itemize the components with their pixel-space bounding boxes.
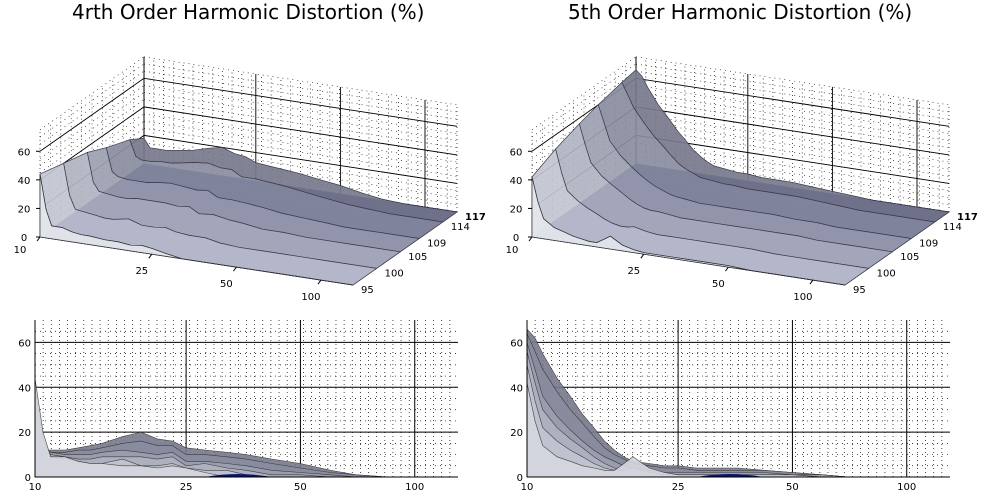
- y-tick-label: 60: [510, 338, 523, 349]
- level-tick-label: 109: [919, 239, 938, 250]
- level-tick-label: 95: [853, 285, 866, 296]
- z-tick-label: 20: [510, 204, 523, 215]
- front-view-4th-order: 0 20 40 60 10 25 50 100: [18, 320, 458, 493]
- grid-minor-side: [39, 113, 145, 188]
- x-tick-label: 25: [135, 266, 148, 277]
- x-tick-label: 10: [14, 245, 27, 256]
- level-tick-label: 117: [465, 212, 486, 223]
- grid-minor-side: [531, 70, 637, 145]
- x-tick-label: 100: [301, 292, 320, 303]
- x-tick-label: 50: [712, 279, 725, 290]
- level-tick-label: 117: [957, 212, 978, 223]
- x-tick-label: 10: [521, 482, 534, 493]
- z-tick-label: 40: [18, 176, 31, 187]
- x-tick-label: 100: [405, 482, 424, 493]
- y-tick-label: 40: [18, 383, 31, 394]
- x-tick-label: 10: [506, 245, 519, 256]
- grid-minor-side: [531, 63, 637, 138]
- level-tick-label: 95: [361, 285, 374, 296]
- x-tick-label: 25: [627, 266, 640, 277]
- level-tick-label: 109: [427, 239, 446, 250]
- y-tick-label: 0: [517, 473, 523, 484]
- grid-minor-side: [39, 63, 145, 138]
- level-tick-label: 105: [408, 252, 427, 263]
- area-floor: [696, 474, 764, 477]
- x-tick: [528, 236, 533, 242]
- z-tick-label: 0: [21, 233, 27, 244]
- surface-front-edge: [531, 176, 846, 286]
- area-series-105: [526, 351, 950, 478]
- x-tick-label: 100: [897, 482, 916, 493]
- grid-minor-side: [39, 56, 145, 131]
- z-tick-label: 40: [510, 176, 523, 187]
- level-tick-label: 100: [385, 268, 404, 279]
- level-tick-label: 114: [943, 222, 962, 233]
- area-floor: [204, 474, 272, 477]
- x-tick: [148, 253, 153, 259]
- level-tick-label: 114: [451, 222, 470, 233]
- x-tick-label: 10: [29, 482, 42, 493]
- x-tick: [36, 236, 41, 242]
- level-tick-label: 100: [877, 268, 896, 279]
- x-tick-label: 50: [220, 279, 233, 290]
- front-view-5th-order: 0 20 40 60 10 25 50 100: [510, 320, 950, 493]
- y-tick-label: 40: [510, 383, 523, 394]
- level-tick-label: 105: [900, 252, 919, 263]
- x-tick: [232, 266, 237, 272]
- x-tick-label: 25: [672, 482, 685, 493]
- x-tick: [640, 253, 645, 259]
- x-tick-label: 50: [786, 482, 799, 493]
- chart-title-5th-order: 5th Order Harmonic Distortion (%): [568, 0, 913, 24]
- chart-title-4th-order: 4rth Order Harmonic Distortion (%): [72, 0, 425, 24]
- z-tick-label: 60: [18, 147, 31, 158]
- y-tick-label: 20: [510, 428, 523, 439]
- x-tick-label: 100: [793, 292, 812, 303]
- x-tick: [809, 279, 814, 285]
- z-tick-label: 20: [18, 204, 31, 215]
- grid-minor-side: [531, 56, 637, 131]
- grid-minor-side: [39, 92, 145, 166]
- y-tick-label: 60: [18, 338, 31, 349]
- y-tick-label: 20: [18, 428, 31, 439]
- x-tick: [317, 279, 322, 285]
- x-tick-label: 50: [294, 482, 307, 493]
- surface-front-edge: [39, 174, 354, 286]
- x-tick-label: 25: [180, 482, 193, 493]
- x-tick: [724, 266, 729, 272]
- grid-minor-side: [39, 99, 145, 173]
- y-tick-label: 0: [25, 473, 31, 484]
- grid-minor-side: [39, 85, 145, 159]
- z-tick-label: 0: [513, 233, 519, 244]
- grid-minor-side: [39, 70, 145, 145]
- grid-minor-side: [39, 120, 145, 195]
- z-tick-label: 60: [510, 147, 523, 158]
